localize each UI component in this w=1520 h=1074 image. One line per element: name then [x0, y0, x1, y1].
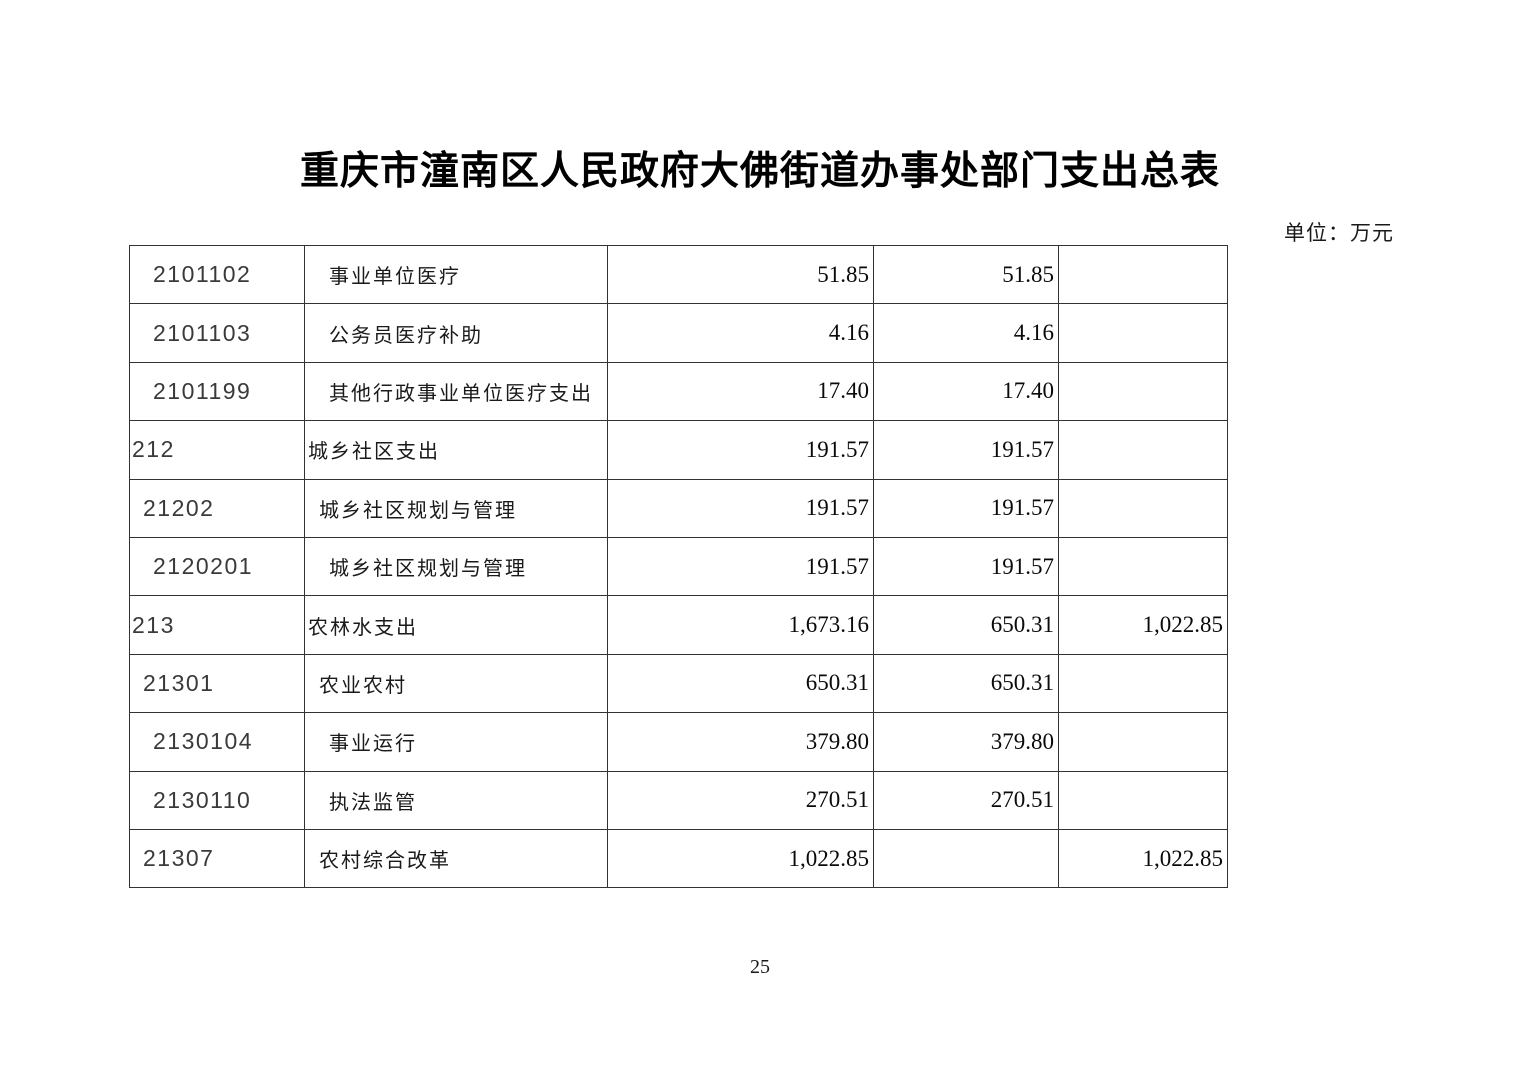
amount-col3 — [1058, 770, 1228, 830]
amount-col2: 17.40 — [873, 361, 1059, 422]
amount-total: 650.31 — [607, 653, 874, 714]
amount-col3 — [1058, 712, 1228, 772]
amount-col2 — [873, 828, 1059, 889]
amount-col2: 191.57 — [873, 420, 1059, 480]
subject-name: 执法监管 — [304, 770, 608, 830]
subject-code: 2130110 — [129, 770, 305, 830]
subject-name: 公务员医疗补助 — [304, 303, 608, 363]
amount-total: 1,022.85 — [607, 828, 874, 889]
amount-col2: 4.16 — [873, 303, 1059, 363]
page-title: 重庆市潼南区人民政府大佛街道办事处部门支出总表 — [299, 150, 1220, 193]
amount-col2: 650.31 — [873, 653, 1059, 714]
subject-code: 2130104 — [129, 712, 305, 772]
amount-col2: 270.51 — [873, 770, 1059, 830]
table-row: 21307 农村综合改革 1,022.85 1,022.85 — [129, 828, 1228, 889]
amount-col2: 650.31 — [873, 595, 1059, 655]
table-row: 21202 城乡社区规划与管理 191.57 191.57 — [129, 478, 1228, 538]
table-row: 2101102 事业单位医疗 51.85 51.85 — [129, 244, 1228, 305]
table-row: 2130110 执法监管 270.51 270.51 — [129, 770, 1228, 830]
subject-code: 2120201 — [129, 536, 305, 597]
amount-col3: 1,022.85 — [1058, 595, 1228, 655]
amount-col2: 191.57 — [873, 536, 1059, 597]
subject-name: 农林水支出 — [304, 595, 608, 655]
unit-label: 单位：万元 — [1284, 221, 1394, 245]
subject-name: 城乡社区规划与管理 — [304, 478, 608, 538]
subject-name: 农业农村 — [304, 653, 608, 714]
subject-code: 2101199 — [129, 361, 305, 422]
subject-name: 农村综合改革 — [304, 828, 608, 889]
subject-code: 2101102 — [129, 244, 305, 305]
subject-code: 2101103 — [129, 303, 305, 363]
subject-code: 212 — [129, 420, 305, 480]
subject-name: 其他行政事业单位医疗支出 — [304, 361, 608, 422]
subject-code: 21301 — [129, 653, 305, 714]
table-row: 2101199 其他行政事业单位医疗支出 17.40 17.40 — [129, 361, 1228, 422]
subject-name: 事业运行 — [304, 712, 608, 772]
amount-col3 — [1058, 536, 1228, 597]
amount-total: 191.57 — [607, 536, 874, 597]
subject-name: 事业单位医疗 — [304, 244, 608, 305]
subject-code: 213 — [129, 595, 305, 655]
amount-col3 — [1058, 653, 1228, 714]
page-number: 25 — [750, 956, 770, 978]
amount-col3: 1,022.85 — [1058, 828, 1228, 889]
subject-code: 21202 — [129, 478, 305, 538]
table-row: 2130104 事业运行 379.80 379.80 — [129, 712, 1228, 772]
amount-total: 270.51 — [607, 770, 874, 830]
amount-total: 191.57 — [607, 478, 874, 538]
table-row: 21301 农业农村 650.31 650.31 — [129, 653, 1228, 714]
subject-name: 城乡社区支出 — [304, 420, 608, 480]
amount-col3 — [1058, 244, 1228, 305]
amount-total: 191.57 — [607, 420, 874, 480]
amount-col3 — [1058, 303, 1228, 363]
amount-col2: 191.57 — [873, 478, 1059, 538]
table-row: 2120201 城乡社区规划与管理 191.57 191.57 — [129, 536, 1228, 597]
amount-col2: 51.85 — [873, 244, 1059, 305]
table-row: 212 城乡社区支出 191.57 191.57 — [129, 420, 1228, 480]
amount-total: 379.80 — [607, 712, 874, 772]
amount-total: 4.16 — [607, 303, 874, 363]
amount-col3 — [1058, 420, 1228, 480]
amount-col3 — [1058, 361, 1228, 422]
amount-total: 17.40 — [607, 361, 874, 422]
amount-total: 1,673.16 — [607, 595, 874, 655]
expenditure-table: 2101102 事业单位医疗 51.85 51.85 2101103 公务员医疗… — [129, 244, 1228, 889]
amount-total: 51.85 — [607, 244, 874, 305]
subject-name: 城乡社区规划与管理 — [304, 536, 608, 597]
subject-code: 21307 — [129, 828, 305, 889]
amount-col3 — [1058, 478, 1228, 538]
table-row: 213 农林水支出 1,673.16 650.31 1,022.85 — [129, 595, 1228, 655]
amount-col2: 379.80 — [873, 712, 1059, 772]
table-row: 2101103 公务员医疗补助 4.16 4.16 — [129, 303, 1228, 363]
